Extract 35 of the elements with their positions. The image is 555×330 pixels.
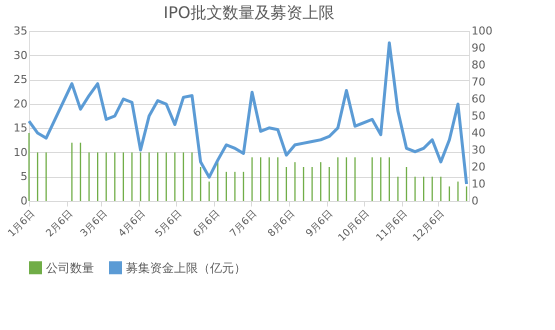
y2-tick-label: 10 <box>472 178 486 190</box>
x-tick-label: 6月6日 <box>191 208 222 240</box>
y2-tick-label: 70 <box>472 76 486 88</box>
x-tick-label: 4月6日 <box>116 208 148 240</box>
y2-tick-label: 60 <box>472 92 486 106</box>
y-tick-label: 20 <box>14 97 28 110</box>
y-tick-label: 0 <box>20 194 28 208</box>
x-tick-label: 1月6日 <box>6 208 38 240</box>
y2-tick-label: 100 <box>472 24 492 38</box>
line-series <box>28 41 468 186</box>
x-tick-label: 7月6日 <box>228 208 260 240</box>
y-tick-label: 25 <box>14 73 28 86</box>
y-tick-label: 10 <box>14 146 28 159</box>
legend-label: 公司数量 <box>46 260 94 275</box>
x-tick-label: 3月6日 <box>78 208 110 240</box>
y-tick-label: 30 <box>14 48 28 62</box>
y2-tick-label: 50 <box>472 110 486 122</box>
y2-tick-label: 90 <box>472 42 486 54</box>
y2-tick-label: 20 <box>472 160 486 174</box>
x-tick-label: 9月6日 <box>304 208 336 240</box>
x-tick-label: 8月6日 <box>266 208 298 240</box>
y2-tick-label: 40 <box>472 126 486 140</box>
y-tick-label: 35 <box>14 24 28 38</box>
legend-label: 募集资金上限（亿元） <box>126 260 246 275</box>
y-tick-label: 15 <box>14 122 28 135</box>
x-tick-label: 10月6日 <box>336 208 372 244</box>
chart-title: IPO批文数量及募资上限 <box>164 3 334 22</box>
x-tick-label: 11月6日 <box>374 208 410 244</box>
x-tick-label: 5月6日 <box>153 208 184 240</box>
x-tick-label: 2月6日 <box>44 208 76 240</box>
x-tick-label: 12月6日 <box>411 208 447 244</box>
y2-tick-label: 80 <box>472 58 486 72</box>
y-tick-label: 5 <box>20 170 28 184</box>
y2-tick-label: 30 <box>472 144 486 156</box>
y2-tick-label: 0 <box>472 194 478 208</box>
